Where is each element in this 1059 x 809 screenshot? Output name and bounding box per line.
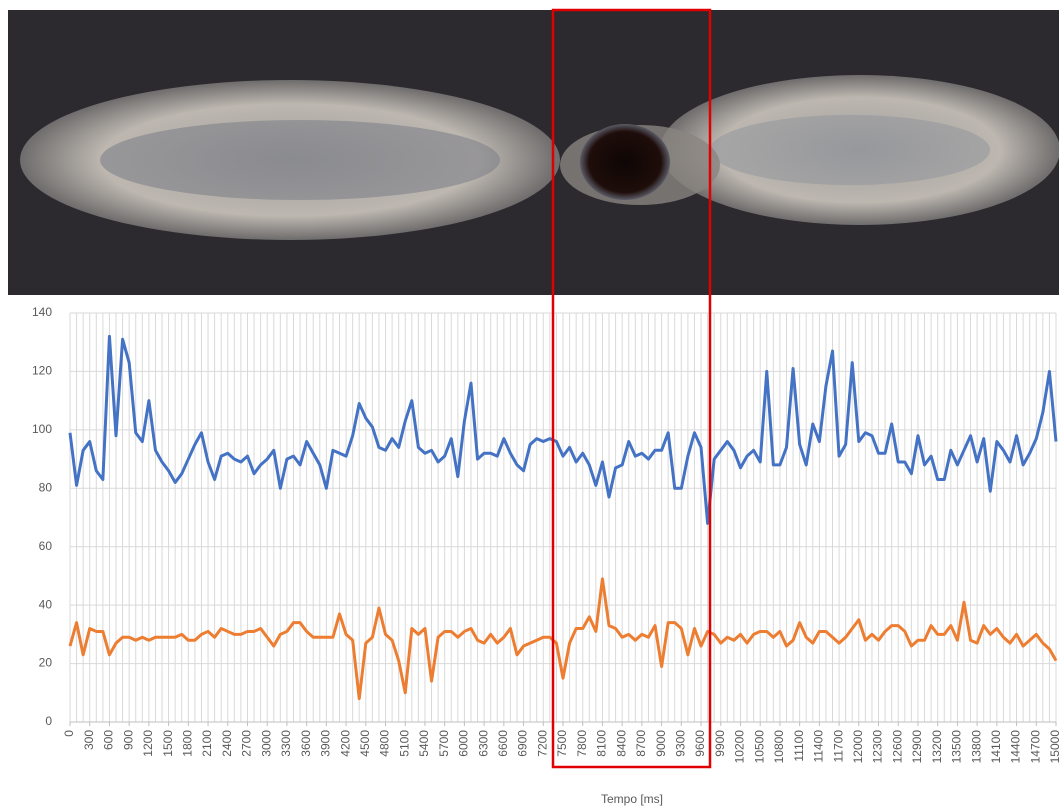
x-tick-label: 11700 bbox=[831, 730, 845, 763]
y-tick-label: 20 bbox=[39, 656, 53, 670]
x-tick-label: 9900 bbox=[713, 730, 727, 757]
x-tick-label: 9300 bbox=[673, 730, 687, 757]
x-tick-label: 300 bbox=[82, 730, 96, 750]
x-tick-label: 600 bbox=[102, 730, 116, 750]
x-tick-label: 6000 bbox=[457, 730, 471, 757]
y-tick-label: 100 bbox=[32, 422, 52, 436]
x-tick-label: 6900 bbox=[516, 730, 530, 757]
y-tick-label: 60 bbox=[39, 539, 53, 553]
x-tick-label: 13500 bbox=[950, 730, 964, 764]
weld-photo bbox=[8, 10, 1059, 295]
x-tick-label: 3600 bbox=[299, 730, 313, 757]
y-tick-label: 140 bbox=[32, 305, 52, 319]
x-tick-label: 2400 bbox=[220, 730, 234, 757]
y-tick-label: 80 bbox=[39, 480, 53, 494]
x-tick-label: 14400 bbox=[1009, 730, 1023, 764]
x-tick-label: 7500 bbox=[555, 730, 569, 757]
x-axis-title: Tempo [ms] bbox=[601, 792, 663, 806]
x-tick-label: 9000 bbox=[654, 730, 668, 757]
x-tick-label: 8400 bbox=[614, 730, 628, 757]
x-tick-label: 5400 bbox=[417, 730, 431, 757]
y-tick-label: 0 bbox=[45, 714, 52, 728]
x-tick-label: 5700 bbox=[437, 730, 451, 757]
x-tick-label: 13200 bbox=[930, 730, 944, 764]
x-tick-label: 7800 bbox=[575, 730, 589, 757]
x-tick-label: 9600 bbox=[693, 730, 707, 757]
x-tick-label: 3000 bbox=[259, 730, 273, 757]
x-tick-label: 8700 bbox=[634, 730, 648, 757]
x-tick-label: 15000 bbox=[1048, 730, 1059, 764]
y-tick-label: 120 bbox=[32, 364, 52, 378]
y-tick-label: 40 bbox=[39, 597, 53, 611]
x-tick-label: 11100 bbox=[792, 730, 806, 762]
x-tick-label: 8100 bbox=[595, 730, 609, 757]
x-tick-label: 12000 bbox=[851, 730, 865, 764]
x-tick-label: 12600 bbox=[890, 730, 904, 764]
x-tick-label: 3900 bbox=[319, 730, 333, 757]
x-tick-label: 2100 bbox=[200, 730, 214, 757]
x-tick-label: 2700 bbox=[240, 730, 254, 757]
x-tick-label: 1500 bbox=[161, 730, 175, 757]
x-tick-label: 4200 bbox=[338, 730, 352, 757]
x-tick-label: 10200 bbox=[733, 730, 747, 764]
x-tick-label: 11400 bbox=[812, 730, 826, 763]
x-tick-label: 10800 bbox=[772, 730, 786, 764]
x-tick-label: 1800 bbox=[180, 730, 194, 757]
x-tick-label: 6300 bbox=[476, 730, 490, 757]
x-tick-label: 0 bbox=[62, 730, 76, 737]
plot-area: 0 20 40 60 80 100 120 140 0 300 600 900 1200 1500 1800… bbox=[32, 305, 1059, 763]
x-tick-label: 4800 bbox=[378, 730, 392, 757]
x-tick-label: 14700 bbox=[1028, 730, 1042, 764]
x-tick-label: 13800 bbox=[969, 730, 983, 764]
x-tick-label: 7200 bbox=[535, 730, 549, 757]
x-tick-label: 4500 bbox=[358, 730, 372, 757]
x-tick-label: 5100 bbox=[397, 730, 411, 757]
x-tick-label: 6600 bbox=[496, 730, 510, 757]
x-tick-label: 12300 bbox=[871, 730, 885, 764]
x-tick-label: 12900 bbox=[910, 730, 924, 764]
x-tick-label: 10500 bbox=[752, 730, 766, 764]
x-tick-label: 1200 bbox=[141, 730, 155, 757]
chart: 0 20 40 60 80 100 120 140 0 300 600 900 1200 1500 1800… bbox=[0, 0, 1059, 809]
x-tick-label: 900 bbox=[121, 730, 135, 750]
x-tick-label: 14100 bbox=[989, 730, 1003, 764]
x-tick-label: 3300 bbox=[279, 730, 293, 757]
